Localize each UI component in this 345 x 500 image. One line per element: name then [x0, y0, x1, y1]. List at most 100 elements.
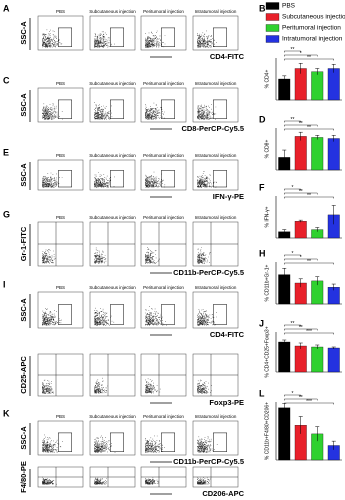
- column-header: Subcutaneous injection: [89, 153, 136, 158]
- significance-label: **: [291, 47, 295, 53]
- significance-label: ***: [306, 399, 312, 405]
- panel-letter: J: [259, 318, 264, 328]
- column-header: PBS: [56, 81, 65, 86]
- y-axis-label: % CD8+: [264, 140, 270, 159]
- column-header: PBS: [56, 285, 65, 290]
- error-bar: [315, 344, 320, 349]
- significance-label: **: [291, 321, 295, 327]
- gate: [110, 99, 124, 119]
- error-bar: [282, 75, 287, 83]
- error-bar: [282, 268, 287, 281]
- panel-letter: H: [259, 248, 266, 258]
- gate: [58, 304, 72, 325]
- y-axis-label: % CD4+CD25+Foxp3+: [264, 326, 270, 377]
- gate: [213, 304, 227, 325]
- significance-label: **: [299, 395, 303, 401]
- significance-bracket: [284, 50, 301, 53]
- dot-cloud: [197, 247, 211, 264]
- significance-label: *: [292, 251, 294, 257]
- dot-cloud: [197, 379, 212, 394]
- significance-label: **: [307, 259, 311, 265]
- column-header: Peritumoral injection: [143, 215, 184, 220]
- dot-cloud: [94, 435, 116, 453]
- legend-label: Intratumoral injection: [282, 36, 343, 43]
- significance-label: **: [299, 189, 303, 195]
- gate: [161, 304, 175, 325]
- column-header: Intratumoral injection: [195, 285, 237, 290]
- significance-bracket: [284, 58, 334, 61]
- significance-bracket: [284, 120, 301, 123]
- dot-cloud: [197, 171, 217, 188]
- bar: [311, 71, 324, 101]
- error-bar: [315, 68, 320, 75]
- dot-cloud: [197, 309, 217, 326]
- dot-cloud: [42, 249, 56, 264]
- significance-bracket: [284, 332, 334, 335]
- error-bar: [315, 426, 320, 442]
- x-axis-label: CD4-FITC: [210, 52, 245, 61]
- column-header: Peritumoral injection: [143, 153, 184, 158]
- error-bar: [315, 276, 320, 286]
- legend-label: Peritumoral injection: [282, 25, 341, 32]
- panel-letter: E: [3, 147, 9, 157]
- dot-cloud: [94, 102, 113, 120]
- column-header: Subcutaneous injection: [89, 9, 136, 14]
- x-axis-label: CD4-FITC: [210, 330, 245, 339]
- dot-cloud: [145, 171, 166, 188]
- significance-label: *: [300, 51, 302, 57]
- error-bar: [282, 149, 287, 165]
- dot-cloud: [42, 103, 63, 120]
- dot-cloud: [42, 434, 63, 453]
- bar: [327, 138, 340, 171]
- y-axis-label: % CD11b+F4/80+CD206+: [264, 402, 270, 460]
- error-bar: [298, 342, 303, 349]
- error-bar: [331, 64, 336, 73]
- significance-label: *: [300, 255, 302, 261]
- bar: [294, 221, 307, 239]
- dot-cloud: [197, 104, 217, 120]
- x-axis-label: CD206-APC: [202, 489, 244, 498]
- bar: [294, 136, 307, 171]
- significance-label: ***: [306, 329, 312, 335]
- error-bar: [331, 346, 336, 349]
- column-header: Intratumoral injection: [195, 215, 237, 220]
- dot-cloud: [145, 378, 161, 394]
- column-header: Subcutaneous injection: [89, 285, 136, 290]
- legend-label: Subcutaneous injection: [282, 14, 345, 21]
- y-axis-label: % CD11b+Gr-1+: [264, 264, 270, 301]
- significance-bracket: [284, 324, 301, 327]
- column-header: Subcutaneous injection: [89, 414, 136, 419]
- column-header: Intratumoral injection: [195, 153, 237, 158]
- gate: [58, 27, 72, 47]
- dot-plot-frame: [37, 159, 84, 191]
- dot-cloud: [197, 30, 217, 48]
- y-axis-label: SSC-A: [19, 298, 28, 322]
- dot-cloud: [145, 102, 165, 120]
- gate: [213, 99, 227, 119]
- dot-plot-frame: [192, 420, 239, 456]
- gate: [161, 170, 175, 188]
- column-header: PBS: [56, 9, 65, 14]
- panel-letter: F: [259, 182, 265, 192]
- y-axis-label: SSC-A: [19, 163, 28, 187]
- dot-cloud: [42, 476, 57, 485]
- dot-cloud: [145, 247, 160, 264]
- error-bar: [298, 219, 303, 223]
- error-bar: [282, 229, 287, 234]
- dot-cloud: [94, 477, 107, 485]
- panel-letter: L: [259, 388, 265, 398]
- error-bar: [331, 135, 336, 142]
- y-axis-label: CD25-APC: [19, 356, 28, 394]
- significance-bracket: [284, 328, 318, 331]
- dot-cloud: [94, 172, 115, 188]
- gate: [161, 99, 175, 119]
- y-axis-label: SSC-A: [19, 21, 28, 45]
- dot-plot-frame: [192, 159, 239, 191]
- gate: [213, 170, 227, 188]
- dot-cloud: [42, 29, 63, 48]
- significance-bracket: [284, 262, 334, 265]
- bar: [327, 347, 340, 373]
- dot-plot-frame: [140, 15, 187, 51]
- significance-bracket: [284, 254, 301, 257]
